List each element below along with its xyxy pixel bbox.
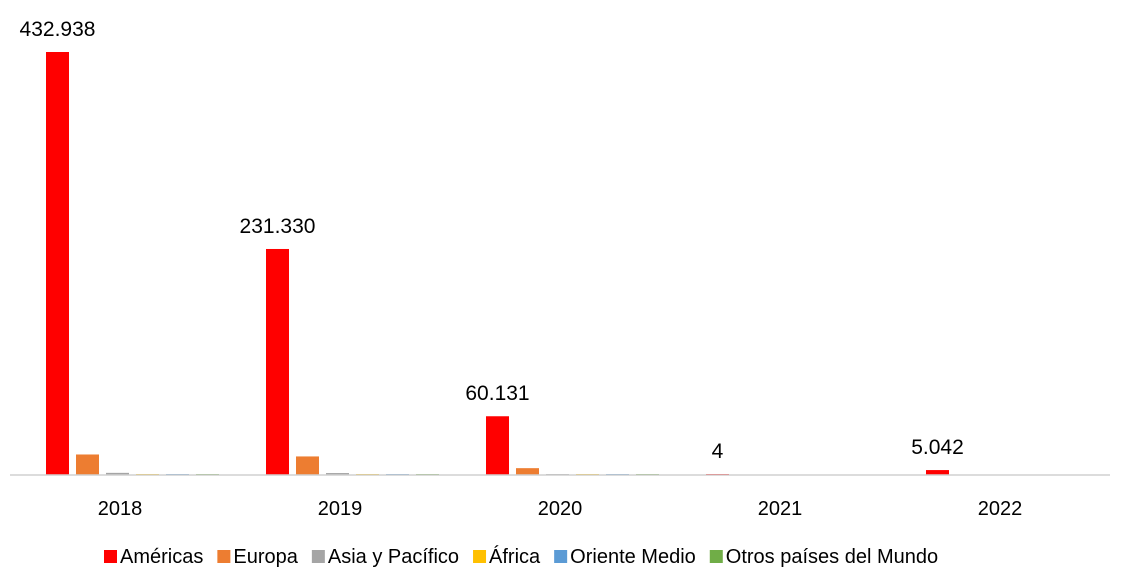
legend-swatch-otros-pa-ses-del-mundo (709, 550, 723, 563)
data-labels-group: 432.938 231.330 60.131 4 5.042 (20, 18, 964, 463)
legend-label-europa: Europa (233, 546, 298, 568)
bar-europa-2018 (76, 454, 99, 475)
bar-europa-2019 (296, 456, 319, 475)
bar-asia-y-pac-fico-2019 (326, 473, 349, 475)
x-tick-label-2021: 2021 (758, 498, 803, 520)
legend-swatch-am-ricas (104, 550, 117, 563)
data-label-2019: 231.330 (240, 215, 316, 238)
bar-am-ricas-2022 (926, 470, 949, 475)
x-tick-label-2022: 2022 (978, 498, 1023, 520)
legend-swatch-oriente-medio (554, 550, 568, 563)
x-tick-label-2020: 2020 (538, 498, 583, 520)
legend-label--frica: África (489, 545, 541, 568)
legend-label-oriente-medio: Oriente Medio (570, 546, 696, 568)
data-label-2022: 5.042 (911, 436, 964, 459)
legend-label-asia-y-pac-fico: Asia y Pacífico (328, 546, 459, 568)
x-tick-label-2018: 2018 (98, 498, 143, 520)
bars-group (46, 52, 949, 475)
data-label-2021: 4 (712, 440, 724, 463)
bar-am-ricas-2020 (486, 416, 509, 475)
x-tick-label-2019: 2019 (318, 498, 363, 520)
x-tick-labels: 2018 2019 2020 2021 2022 (98, 498, 1023, 520)
bar-am-ricas-2018 (46, 52, 69, 475)
legend-swatch-asia-y-pac-fico (311, 550, 325, 563)
legend-swatch--frica (473, 550, 487, 563)
legend-label-am-ricas: Américas (120, 546, 203, 568)
data-label-2020: 60.131 (465, 382, 529, 405)
bar-asia-y-pac-fico-2018 (106, 472, 129, 475)
data-label-2018: 432.938 (20, 18, 96, 41)
legend-swatch-europa (217, 550, 231, 563)
bar-am-ricas-2019 (266, 248, 289, 475)
bar-europa-2020 (516, 468, 539, 475)
legend: Américas Europa Asia y Pacífico África Orien… (104, 545, 938, 568)
legend-label-otros-pa-ses-del-mundo: Otros países del Mundo (726, 546, 938, 568)
